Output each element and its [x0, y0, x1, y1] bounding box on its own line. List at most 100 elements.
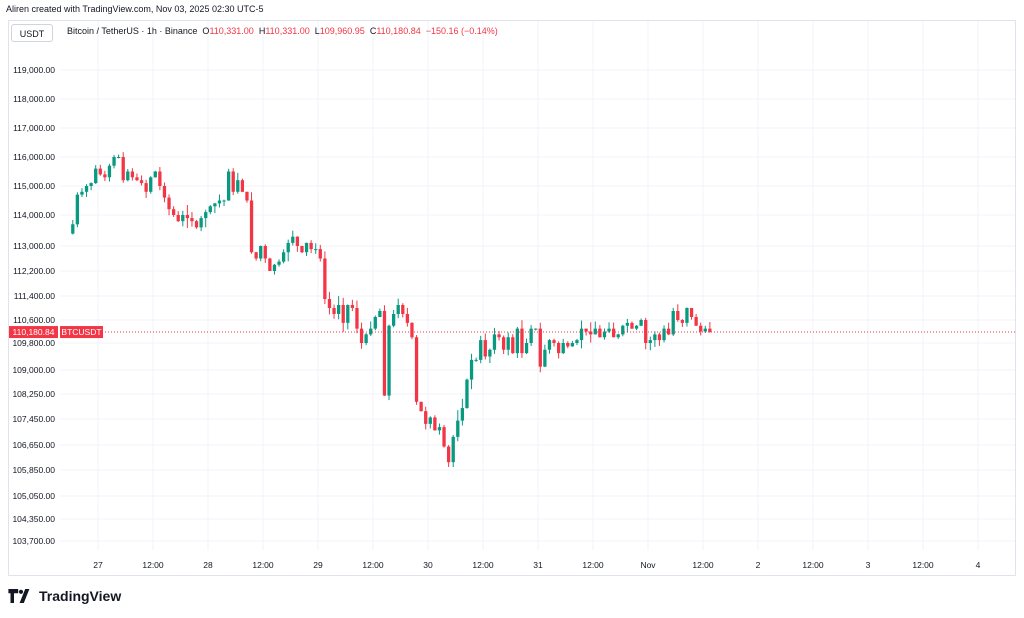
candle-body	[433, 417, 437, 431]
candle-body	[524, 343, 529, 354]
candle	[699, 322, 703, 336]
candle-body	[442, 427, 446, 447]
candle-body	[318, 249, 322, 259]
candle-body	[327, 299, 332, 308]
open-value: 110,331.00	[209, 26, 254, 36]
tradingview-logo-icon	[8, 589, 30, 603]
candle	[446, 445, 451, 467]
candle-body	[538, 328, 542, 367]
candle-body	[181, 215, 185, 222]
candle-body	[194, 221, 199, 228]
candle-body	[222, 200, 226, 202]
candle	[304, 242, 309, 256]
candle-body	[378, 311, 382, 317]
low-value: 109,960.95	[319, 26, 365, 36]
candle-body	[616, 334, 620, 338]
x-tick-label: 28	[203, 560, 213, 570]
candle	[451, 435, 455, 468]
candle-body	[204, 212, 208, 219]
candle	[644, 317, 648, 350]
y-tick-label: 103,700.00	[12, 536, 55, 546]
candle-body	[199, 218, 203, 228]
x-tick-label: 12:00	[692, 560, 714, 570]
candle	[89, 182, 93, 191]
candle-body	[94, 168, 98, 184]
candle-body	[621, 325, 625, 335]
candle-body	[323, 258, 327, 299]
candle-body	[579, 328, 584, 341]
candle	[181, 210, 185, 227]
candle-body	[511, 337, 515, 354]
candle-body	[281, 252, 286, 262]
candle	[259, 245, 263, 262]
candle	[341, 297, 345, 332]
x-tick-label: 30	[423, 560, 433, 570]
candle-body	[309, 242, 313, 250]
candle	[222, 199, 226, 207]
candle	[639, 318, 643, 327]
x-tick-label: 2	[756, 560, 761, 570]
candle-body	[259, 246, 263, 259]
candle-body	[126, 171, 130, 181]
x-tick-label: 12:00	[582, 560, 604, 570]
y-tick-label: 107,450.00	[12, 414, 55, 424]
candle	[524, 338, 529, 355]
candle	[694, 314, 698, 327]
candle-body	[465, 379, 469, 409]
candle-body	[71, 224, 75, 234]
candle	[607, 322, 611, 334]
candle-body	[254, 252, 258, 259]
candle-body	[295, 236, 300, 246]
candle-body	[135, 177, 139, 181]
symbol-badge	[60, 326, 103, 339]
candle	[254, 251, 258, 261]
candle	[680, 319, 685, 327]
candle	[501, 335, 506, 354]
candle	[570, 340, 575, 347]
candle	[245, 191, 249, 203]
x-tick-label: 3	[866, 560, 871, 570]
candle-body	[492, 334, 497, 350]
candle-body	[575, 340, 579, 343]
candle	[226, 168, 231, 201]
y-tick-label: 105,850.00	[12, 465, 55, 475]
candle-body	[332, 308, 336, 314]
y-tick-label: 109,000.00	[12, 365, 55, 375]
candle-body	[520, 328, 524, 354]
candle	[566, 341, 570, 349]
currency-button[interactable]: USDT	[11, 24, 53, 42]
candle	[346, 304, 350, 330]
candle	[71, 219, 75, 235]
candle	[529, 325, 533, 346]
candle-body	[364, 334, 368, 343]
candle-body	[534, 328, 538, 330]
candle-body	[556, 343, 561, 354]
candle-body	[158, 171, 162, 186]
x-axis: 27 12:00 28 12:00 29 12:00 30 12:00 31 12:00 Nov 12…	[93, 560, 980, 570]
candle-body	[529, 328, 533, 343]
candle-body	[593, 328, 597, 335]
candle-body	[506, 337, 510, 350]
candle-body	[185, 215, 190, 219]
candle	[479, 335, 483, 364]
candle-body	[286, 242, 290, 253]
candle	[676, 304, 680, 322]
candle	[194, 219, 199, 229]
candle-body	[130, 171, 135, 178]
y-tick-label: 119,000.00	[13, 65, 55, 75]
candle-body	[139, 180, 144, 184]
y-tick-label: 114,000.00	[13, 210, 55, 220]
candle	[355, 300, 359, 334]
candle	[598, 325, 602, 338]
candle	[648, 336, 652, 351]
candle-body	[75, 194, 80, 225]
candle-body	[391, 314, 396, 326]
candles	[71, 152, 712, 468]
candle-body	[103, 174, 107, 178]
candle-body	[501, 337, 506, 350]
tradingview-logo[interactable]: TradingView	[8, 588, 121, 604]
candle-body	[662, 328, 666, 341]
candle-body	[89, 183, 93, 186]
candle-body	[644, 320, 648, 343]
